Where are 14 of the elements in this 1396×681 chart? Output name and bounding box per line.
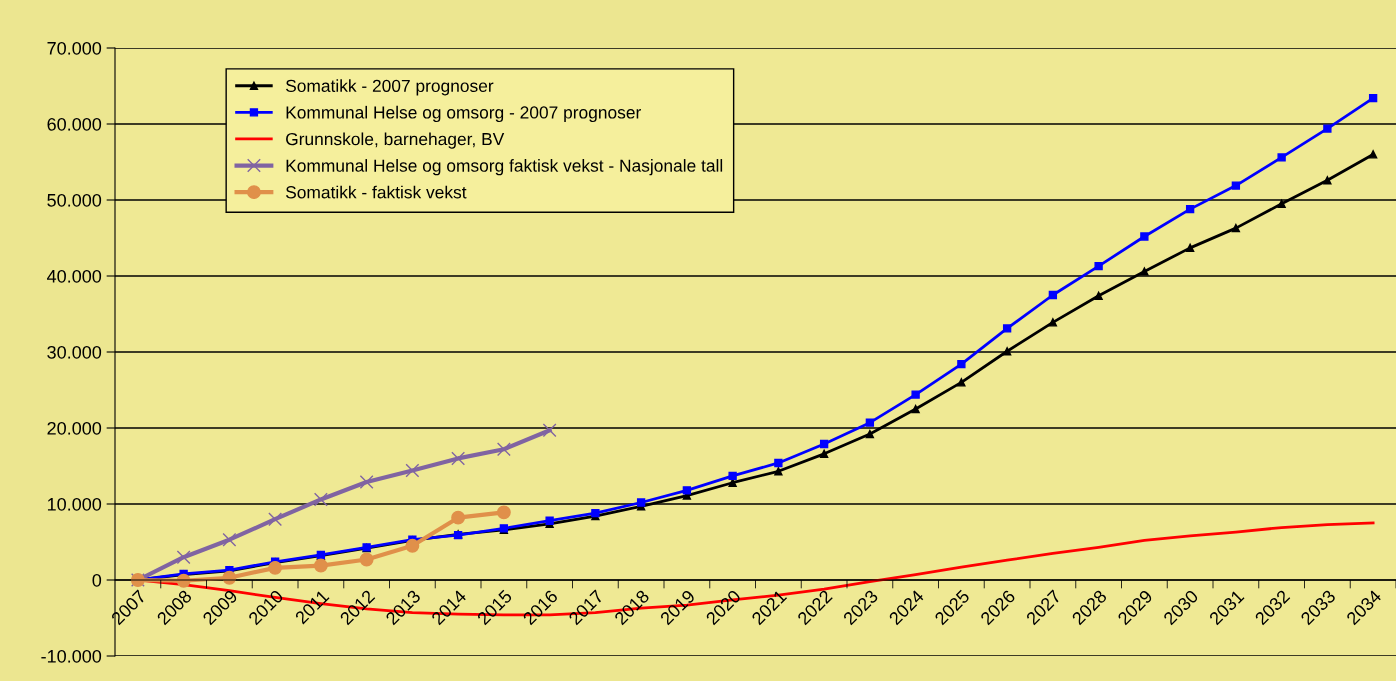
- y-tick-label: 20.000: [47, 421, 102, 435]
- y-tick-label: 50.000: [47, 193, 102, 207]
- legend-label: Grunnskole, barnehager, BV: [286, 132, 505, 149]
- legend-label: Kommunal Helse og omsorg - 2007 prognoser: [286, 105, 641, 123]
- y-tick-label: 40.000: [47, 269, 102, 283]
- y-tick-label: 60.000: [47, 117, 102, 131]
- legend-label: Somatikk - 2007 prognoser: [285, 79, 494, 96]
- y-tick-label: 70.000: [47, 41, 102, 55]
- legend-label: Kommunal Helse og omsorg faktisk vekst - Nasjonale tall: [286, 159, 723, 176]
- y-tick-label: 30.000: [47, 345, 102, 359]
- y-tick-label: 0: [92, 573, 102, 587]
- y-tick-label: 10.000: [47, 497, 102, 511]
- y-tick-label: -10.000: [41, 649, 102, 663]
- legend-label: Somatikk - faktisk vekst: [285, 185, 467, 199]
